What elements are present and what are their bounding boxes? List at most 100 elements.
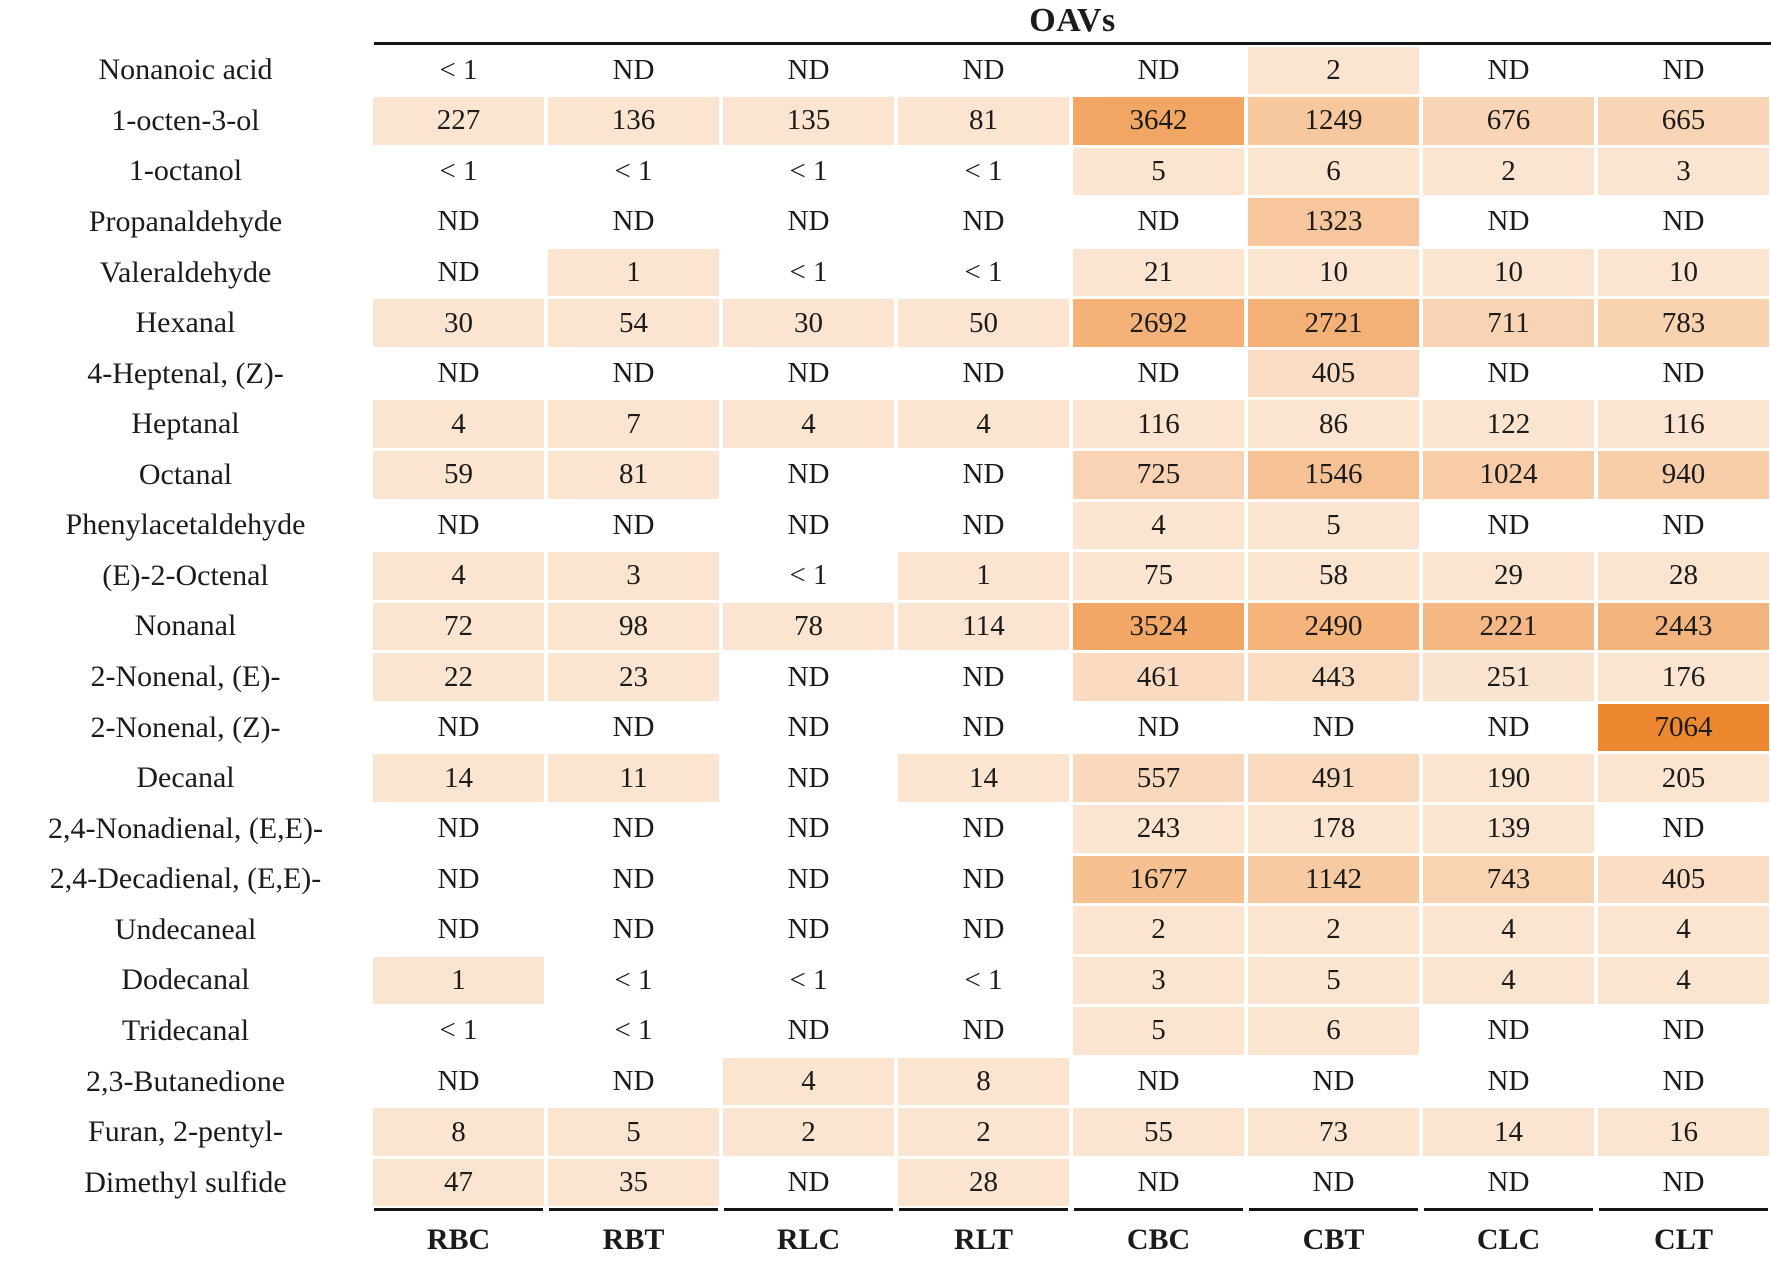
oav-cell: 4 xyxy=(1423,906,1594,954)
oav-cell: 2 xyxy=(1073,906,1244,954)
oav-cell: 86 xyxy=(1248,400,1419,448)
oav-cell: ND xyxy=(787,660,830,693)
oav-cell: ND xyxy=(1662,1166,1705,1199)
oav-cell: 8 xyxy=(898,1057,1069,1106)
oav-cell: 405 xyxy=(1598,855,1769,904)
oav-cell: 190 xyxy=(1423,754,1594,802)
oav-cell: 2 xyxy=(1248,906,1419,954)
oav-cell: < 1 xyxy=(789,559,828,592)
oav-cell: 14 xyxy=(373,754,544,802)
oav-cell: 4 xyxy=(723,400,894,448)
table-row: Octanal 59 81 ND ND 725 1546 1024 940 xyxy=(0,450,1771,501)
oav-cell: ND xyxy=(787,205,830,238)
oav-cell: < 1 xyxy=(614,963,653,996)
row-label: Hexanal xyxy=(135,306,236,340)
oav-cell: ND xyxy=(1487,1166,1530,1199)
table-row: Phenylacetaldehyde ND ND ND ND 4 5 ND ND xyxy=(0,500,1771,551)
oav-cell: ND xyxy=(962,660,1005,693)
oav-cell: 75 xyxy=(1073,552,1244,600)
oav-cell: 7 xyxy=(548,400,719,448)
oav-cell: 3642 xyxy=(1073,97,1244,145)
oav-cell: ND xyxy=(787,357,830,390)
row-label: Propanaldehyde xyxy=(88,204,283,238)
oav-cell: 14 xyxy=(1423,1108,1594,1156)
row-label: Furan, 2-pentyl- xyxy=(88,1115,283,1149)
table-row: 4-Heptenal, (Z)- ND ND ND ND ND 405 ND ND xyxy=(0,348,1771,399)
table-row: Nonanoic acid < 1 ND ND ND ND 2 ND ND xyxy=(0,45,1771,96)
oav-cell: ND xyxy=(612,913,655,946)
oav-cell: ND xyxy=(437,913,480,946)
oav-cell: 711 xyxy=(1423,299,1594,347)
oav-cell: 136 xyxy=(548,97,719,145)
row-label: 2-Nonenal, (Z)- xyxy=(90,710,281,744)
oav-cell: 227 xyxy=(373,97,544,145)
oav-cell: ND xyxy=(1662,53,1705,86)
oav-cell: ND xyxy=(1312,1166,1355,1199)
oav-cell: 676 xyxy=(1423,97,1594,145)
oav-cell: 28 xyxy=(1598,552,1769,600)
oav-cell: 14 xyxy=(898,754,1069,802)
oav-cell: ND xyxy=(1137,1166,1180,1199)
oav-cell: 73 xyxy=(1248,1108,1419,1156)
oav-cell: 55 xyxy=(1073,1108,1244,1156)
row-label: Octanal xyxy=(138,457,233,491)
row-label: 2,4-Nonadienal, (E,E)- xyxy=(48,811,323,845)
oav-cell: 139 xyxy=(1423,804,1594,853)
oav-cell: 116 xyxy=(1598,400,1769,448)
oav-cell: ND xyxy=(962,862,1005,895)
oav-cell: < 1 xyxy=(964,963,1003,996)
oav-cell: ND xyxy=(1487,1065,1530,1098)
oav-cell: 30 xyxy=(723,299,894,347)
oav-cell: 1024 xyxy=(1423,451,1594,499)
oav-cell: ND xyxy=(962,913,1005,946)
column-header: CBT xyxy=(1249,1207,1418,1266)
table-row: Propanaldehyde ND ND ND ND ND 1323 ND ND xyxy=(0,197,1771,248)
oav-cell: ND xyxy=(612,1065,655,1098)
oav-cell: ND xyxy=(1662,205,1705,238)
oav-cell: 10 xyxy=(1423,248,1594,297)
oav-cell: 8 xyxy=(373,1108,544,1156)
oav-cell: ND xyxy=(787,913,830,946)
heatmap-grid: Nonanoic acid < 1 ND ND ND ND 2 ND ND 1-octen-3-o… xyxy=(0,45,1771,1266)
oav-cell: < 1 xyxy=(439,154,478,187)
oav-cell: 2721 xyxy=(1248,299,1419,347)
oav-cell: 135 xyxy=(723,97,894,145)
oav-cell: ND xyxy=(962,53,1005,86)
oav-cell: 243 xyxy=(1073,804,1244,853)
oav-cell: 4 xyxy=(1423,956,1594,1005)
oav-cell: ND xyxy=(787,1014,830,1047)
table-row: Nonanal 72 98 78 114 3524 2490 2221 2443 xyxy=(0,601,1771,652)
row-label: 2,3-Butanedione xyxy=(85,1064,286,1098)
oav-cell: 72 xyxy=(373,602,544,651)
footer-spacer xyxy=(0,1208,371,1266)
row-label: Dimethyl sulfide xyxy=(84,1165,287,1199)
oav-cell: 1249 xyxy=(1248,97,1419,145)
oav-cell: 491 xyxy=(1248,754,1419,802)
oav-cell: 1 xyxy=(548,248,719,297)
oav-cell: 2 xyxy=(1423,147,1594,196)
row-label: Heptanal xyxy=(131,407,240,441)
oav-cell: ND xyxy=(437,256,480,289)
oav-cell: 1142 xyxy=(1248,855,1419,904)
table-row: Dimethyl sulfide 47 35 ND 28 ND ND ND ND xyxy=(0,1157,1771,1208)
row-label: Nonanal xyxy=(134,609,237,643)
table-row: Hexanal 30 54 30 50 2692 2721 711 783 xyxy=(0,298,1771,349)
table-row: 2,4-Nonadienal, (E,E)- ND ND ND ND 243 178 139 N… xyxy=(0,803,1771,854)
oav-cell: ND xyxy=(1487,205,1530,238)
oav-cell: ND xyxy=(1662,508,1705,541)
row-label: Tridecanal xyxy=(121,1013,250,1047)
column-header: RLT xyxy=(899,1207,1068,1266)
column-header: RBT xyxy=(549,1207,718,1266)
oav-cell: 47 xyxy=(373,1158,544,1207)
oav-cell: ND xyxy=(962,357,1005,390)
table-row: Decanal 14 11 ND 14 557 491 190 205 xyxy=(0,753,1771,804)
oav-cell: 81 xyxy=(898,97,1069,145)
oav-cell: 7064 xyxy=(1598,703,1769,752)
oav-cell: 54 xyxy=(548,299,719,347)
oav-cell: 783 xyxy=(1598,299,1769,347)
column-header: CLC xyxy=(1424,1207,1593,1266)
oav-cell: 4 xyxy=(723,1057,894,1106)
oav-cell: 16 xyxy=(1598,1108,1769,1156)
